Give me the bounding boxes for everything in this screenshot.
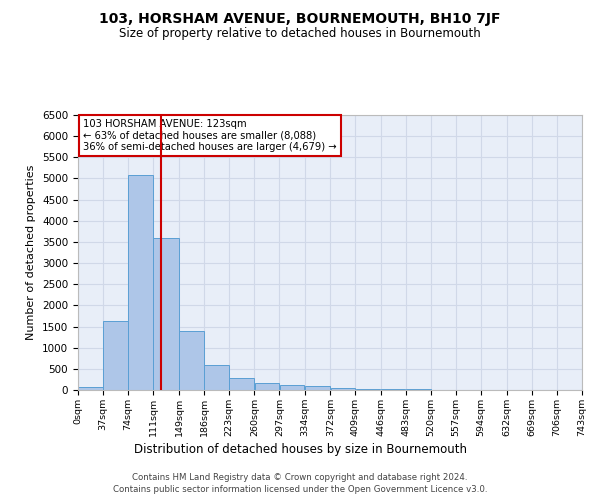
Text: Size of property relative to detached houses in Bournemouth: Size of property relative to detached ho… — [119, 28, 481, 40]
Bar — [280, 384, 304, 390]
Bar — [103, 320, 128, 390]
Bar — [154, 238, 179, 390]
Bar — [381, 389, 406, 390]
Bar — [78, 388, 103, 390]
Bar — [305, 386, 330, 390]
Bar — [128, 175, 153, 390]
Bar — [331, 388, 355, 390]
Text: Contains public sector information licensed under the Open Government Licence v3: Contains public sector information licen… — [113, 485, 487, 494]
Bar — [205, 366, 229, 390]
Bar — [356, 388, 380, 390]
Text: Distribution of detached houses by size in Bournemouth: Distribution of detached houses by size … — [133, 442, 467, 456]
Bar — [254, 384, 279, 390]
Text: Contains HM Land Registry data © Crown copyright and database right 2024.: Contains HM Land Registry data © Crown c… — [132, 472, 468, 482]
Bar — [229, 378, 254, 390]
Y-axis label: Number of detached properties: Number of detached properties — [26, 165, 37, 340]
Bar — [179, 331, 204, 390]
Text: 103, HORSHAM AVENUE, BOURNEMOUTH, BH10 7JF: 103, HORSHAM AVENUE, BOURNEMOUTH, BH10 7… — [99, 12, 501, 26]
Text: 103 HORSHAM AVENUE: 123sqm
← 63% of detached houses are smaller (8,088)
36% of s: 103 HORSHAM AVENUE: 123sqm ← 63% of deta… — [83, 119, 337, 152]
